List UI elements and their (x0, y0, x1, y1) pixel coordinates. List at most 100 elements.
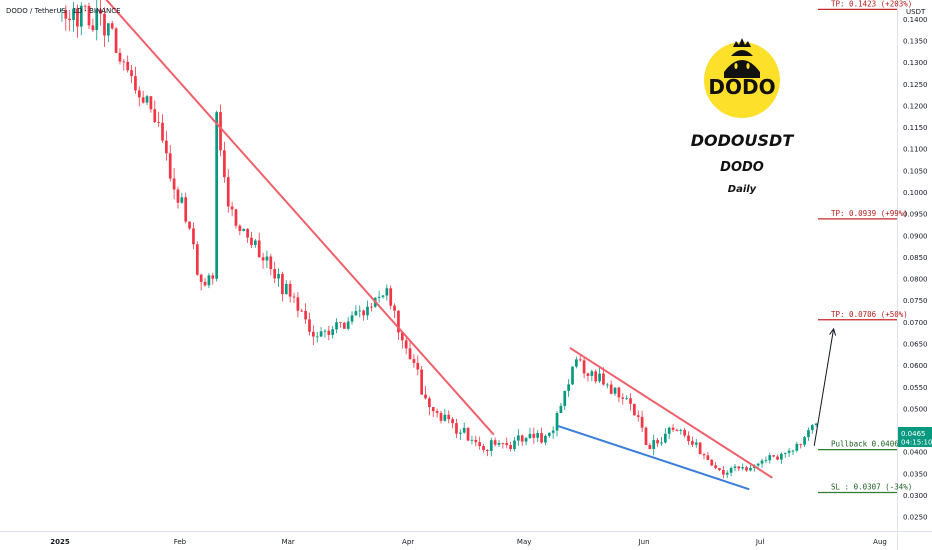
candle-body (625, 398, 629, 400)
candle-body (451, 419, 454, 424)
candle-body (721, 470, 725, 475)
candle-body (157, 122, 160, 123)
candle-body (83, 5, 87, 7)
candle-body (636, 415, 640, 417)
candle-body (787, 450, 791, 453)
candle-body (613, 387, 617, 394)
time-tick: Apr (402, 538, 414, 546)
candle-body (277, 273, 280, 279)
candle-body (103, 13, 106, 36)
candle-body (327, 330, 331, 335)
candle-body (652, 440, 656, 450)
candle-body (358, 310, 362, 312)
candle-body (304, 310, 307, 320)
candle-body (273, 268, 277, 279)
candle-body (126, 61, 130, 71)
candle-body (598, 373, 601, 382)
candle-body (346, 321, 350, 329)
candle-body (342, 322, 346, 329)
candle-body (555, 412, 559, 431)
time-tick: May (517, 538, 531, 546)
candle-body (544, 435, 547, 443)
bar-countdown: 04:15:10 (901, 439, 932, 447)
candle-body (180, 197, 184, 203)
candle-body (776, 456, 779, 460)
candle-body (234, 209, 238, 226)
candle-body (656, 440, 659, 444)
trendlines (105, 0, 773, 491)
price-tick: 0.0350 (903, 470, 928, 478)
candle-body (807, 430, 810, 438)
candle-body (165, 140, 168, 154)
candle-body (687, 435, 690, 442)
candle-body (176, 189, 180, 203)
candle-body (161, 122, 164, 141)
level-label: TP: 0.0939 (+99%) (831, 209, 908, 218)
candle-body (605, 384, 609, 386)
current-price-tag: 0.0465 04:15:10 (898, 427, 932, 447)
candle-body (323, 330, 327, 332)
price-tick: 0.0500 (903, 405, 928, 413)
time-tick: 2025 (50, 538, 70, 546)
candle-body (780, 453, 783, 460)
candle-body (501, 443, 505, 444)
candle-body (199, 274, 203, 282)
candle-body (520, 435, 524, 442)
candle-body (153, 109, 157, 123)
candle-body (389, 288, 393, 306)
candle-body (706, 455, 710, 460)
candle-body (64, 9, 68, 19)
level-label: SL : 0.0307 (-34%) (831, 483, 912, 492)
dodo-logo: DODO (704, 38, 780, 118)
price-tick: 0.1350 (903, 37, 928, 45)
candle-body (122, 61, 126, 63)
level-label: TP: 0.0706 (+50%) (831, 310, 908, 319)
candle-body (760, 460, 764, 464)
candle-body (609, 384, 613, 394)
candle-body (725, 472, 729, 475)
candle-body (513, 440, 516, 449)
candle-body (284, 283, 288, 295)
candle-body (478, 442, 482, 446)
price-tick: 0.0600 (903, 362, 928, 370)
candle-body (308, 319, 311, 332)
candle-body (749, 468, 752, 471)
candle-body (462, 427, 466, 433)
candle-body (493, 440, 497, 445)
price-tick: 0.0800 (903, 276, 928, 284)
candle-body (172, 178, 176, 190)
price-axis-ticks: 0.1400 0.1350 0.1300 0.1250 0.1200 0.1150 0.11… (903, 16, 928, 522)
candle-body (602, 373, 605, 385)
candle-body (261, 257, 265, 261)
price-tick: 0.0400 (903, 449, 928, 457)
candle-body (640, 416, 644, 428)
candle-body (536, 433, 540, 438)
candle-body (470, 439, 474, 441)
candle-body (354, 311, 358, 316)
candle-body (319, 331, 323, 337)
candle-body (702, 454, 706, 456)
candle-body (617, 387, 621, 398)
candle-body (431, 407, 435, 412)
timeframe-label: Daily (728, 184, 757, 195)
candle-body (300, 310, 304, 312)
candle-body (683, 430, 687, 436)
candle-body (281, 273, 284, 295)
candle-body (79, 5, 83, 27)
crown-icon (733, 38, 751, 47)
candle-body (586, 373, 590, 376)
level-lines: TP: 0.1423 (+203%) TP: 0.0939 (+99%) TP: 0… (818, 0, 912, 494)
price-tick: 0.0900 (903, 232, 928, 240)
candle-body (408, 348, 412, 360)
candle-body (428, 398, 431, 408)
candle-body (118, 52, 122, 62)
candle-body (335, 322, 338, 330)
candle-body (621, 397, 625, 399)
price-tick: 0.0950 (903, 211, 928, 219)
candle-body (192, 228, 195, 245)
time-tick: Aug (873, 538, 887, 546)
candle-body (516, 435, 520, 441)
projection-arrow (813, 327, 837, 446)
candle-body (87, 5, 91, 26)
